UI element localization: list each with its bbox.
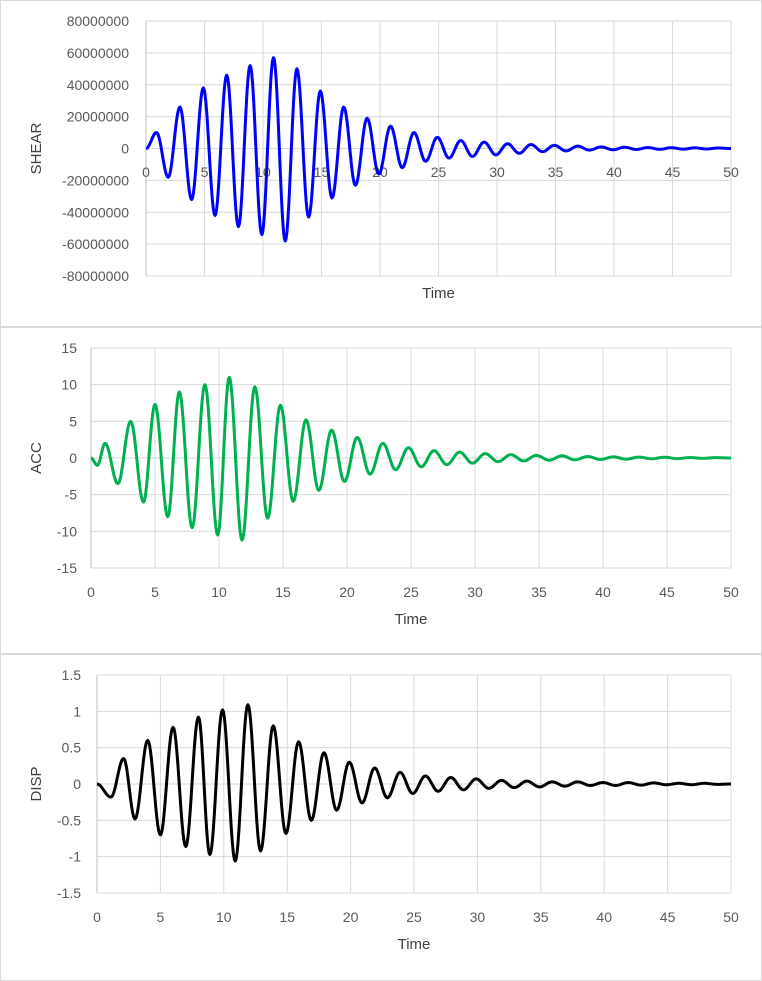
shear-x-tick-label: 40 — [606, 164, 622, 180]
disp-y-tick-label: -1 — [69, 849, 82, 865]
acc-x-tick-label: 40 — [595, 584, 611, 600]
shear-x-tick-label: 5 — [201, 164, 209, 180]
acc-y-tick-label: -5 — [65, 487, 78, 503]
shear-y-axis-title: SHEAR — [28, 122, 45, 174]
shear-x-tick-label: 35 — [548, 164, 564, 180]
shear-y-tick-label: 40000000 — [67, 77, 130, 93]
shear-x-tick-label: 50 — [723, 164, 739, 180]
acc-y-tick-label: 15 — [61, 340, 77, 356]
acc-series-line — [89, 375, 732, 542]
shear-x-axis-title: Time — [422, 285, 455, 302]
acc-x-tick-label: 50 — [723, 584, 739, 600]
shear-series-line — [145, 56, 732, 243]
disp-x-tick-label: 5 — [157, 909, 165, 925]
acc-x-tick-label: 45 — [659, 584, 675, 600]
disp-x-tick-label: 10 — [216, 909, 232, 925]
acc-x-tick-label: 35 — [531, 584, 547, 600]
shear-y-tick-label: -60000000 — [62, 236, 129, 252]
disp-y-tick-label: -0.5 — [57, 812, 81, 828]
acc-x-tick-label: 20 — [339, 584, 355, 600]
disp-x-tick-label: 40 — [596, 909, 612, 925]
disp-x-tick-label: 45 — [660, 909, 676, 925]
disp-y-axis-title: DISP — [28, 766, 45, 801]
shear-x-tick-label: 45 — [665, 164, 681, 180]
disp-x-tick-label: 50 — [723, 909, 739, 925]
disp-x-tick-label: 15 — [279, 909, 295, 925]
disp-y-tick-label: -1.5 — [57, 885, 81, 901]
shear-y-tick-label: -80000000 — [62, 268, 129, 284]
disp-x-axis-title: Time — [398, 936, 431, 953]
shear-y-tick-label: 80000000 — [67, 13, 130, 29]
disp-x-tick-label: 20 — [343, 909, 359, 925]
disp-chart: 1.5 1 0.5 0 -0.5 -1 -1.5 0 5 10 15 20 25 30 35 40 45 50 Ti… — [28, 667, 739, 953]
disp-chart-panel: 1.5 1 0.5 0 -0.5 -1 -1.5 0 5 10 15 20 25 30 35 40 45 50 Ti… — [0, 654, 762, 981]
disp-y-tick-label: 1.5 — [62, 667, 82, 683]
disp-x-tick-label: 30 — [470, 909, 486, 925]
acc-chart-panel: 15 10 5 0 -5 -10 -15 0 5 10 15 20 25 30 35 40 45 50 Time AC… — [0, 327, 762, 654]
acc-y-tick-label: 0 — [69, 450, 77, 466]
shear-x-tick-label: 25 — [431, 164, 447, 180]
disp-series-line — [96, 703, 732, 863]
disp-y-tick-label: 1 — [73, 703, 81, 719]
acc-x-tick-label: 0 — [87, 584, 95, 600]
shear-y-tick-label: 0 — [121, 141, 129, 157]
acc-x-tick-label: 15 — [275, 584, 291, 600]
acc-y-axis-title: ACC — [28, 442, 45, 474]
acc-y-tick-label: -15 — [57, 560, 77, 576]
disp-x-tick-label: 0 — [93, 909, 101, 925]
shear-y-tick-label: -40000000 — [62, 204, 129, 220]
acc-x-tick-label: 30 — [467, 584, 483, 600]
acc-x-tick-label: 25 — [403, 584, 419, 600]
shear-y-tick-label: 20000000 — [67, 109, 130, 125]
shear-chart: 80000000 60000000 40000000 20000000 0 -200000… — [28, 13, 739, 302]
shear-x-tick-label: 15 — [314, 164, 330, 180]
acc-y-tick-label: 5 — [69, 413, 77, 429]
acc-x-tick-label: 5 — [151, 584, 159, 600]
shear-y-tick-label: -20000000 — [62, 172, 129, 188]
shear-y-tick-label: 60000000 — [67, 45, 130, 61]
acc-x-axis-title: Time — [395, 611, 428, 628]
shear-x-tick-label: 0 — [142, 164, 150, 180]
acc-x-tick-label: 10 — [211, 584, 227, 600]
disp-y-tick-label: 0 — [73, 776, 81, 792]
shear-x-tick-label: 30 — [489, 164, 505, 180]
disp-y-tick-label: 0.5 — [62, 740, 82, 756]
disp-x-tick-label: 25 — [406, 909, 422, 925]
acc-y-tick-label: -10 — [57, 523, 77, 539]
shear-chart-panel: 80000000 60000000 40000000 20000000 0 -200000… — [0, 0, 762, 327]
acc-y-tick-label: 10 — [61, 377, 77, 393]
disp-x-tick-label: 35 — [533, 909, 549, 925]
